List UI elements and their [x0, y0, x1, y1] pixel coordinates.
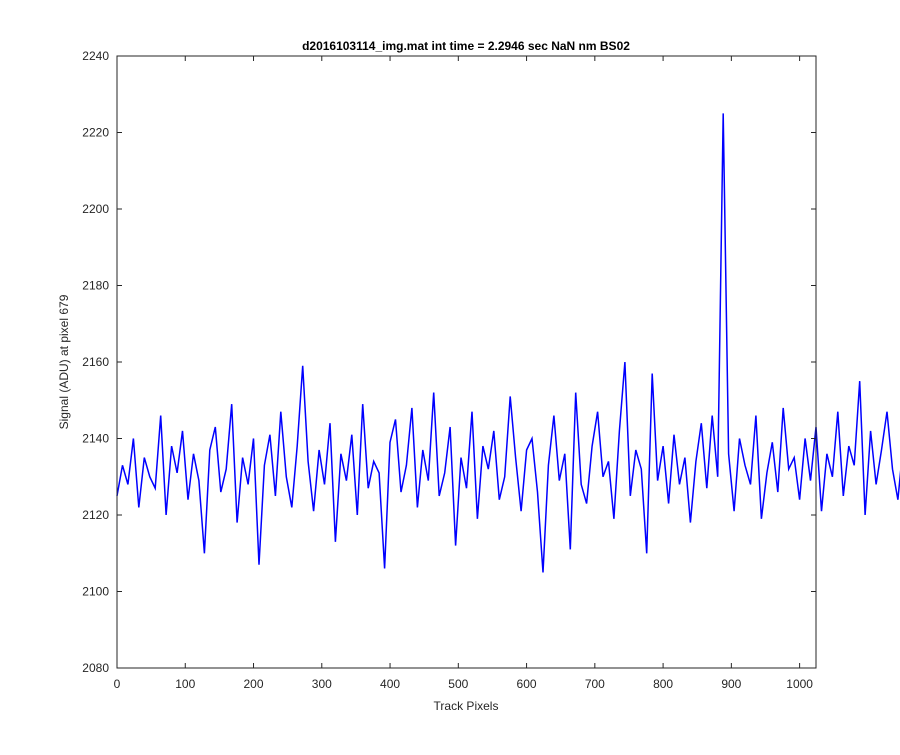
plot-area	[117, 56, 816, 668]
x-tick-label: 400	[380, 677, 400, 691]
y-tick-label: 2120	[82, 508, 109, 522]
x-axis-label: Track Pixels	[434, 699, 499, 713]
y-tick-label: 2200	[82, 202, 109, 216]
y-tick-label: 2140	[82, 432, 109, 446]
chart-title: d2016103114_img.mat int time = 2.2946 se…	[302, 39, 630, 53]
x-tick-label: 300	[312, 677, 332, 691]
y-tick-label: 2180	[82, 279, 109, 293]
y-axis-label: Signal (ADU) at pixel 679	[57, 294, 71, 429]
data-layer	[116, 113, 900, 573]
x-tick-label: 100	[175, 677, 195, 691]
y-tick-label: 2100	[82, 585, 109, 599]
x-tick-label: 800	[653, 677, 673, 691]
x-tick-label: 600	[517, 677, 537, 691]
x-tick-label: 200	[244, 677, 264, 691]
y-tick-label: 2240	[82, 49, 109, 63]
y-tick-label: 2220	[82, 126, 109, 140]
x-axis: 0 100 200 300 400 500 600 700 800 900 1000	[114, 56, 813, 691]
y-tick-label: 2080	[82, 661, 109, 675]
x-tick-label: 700	[585, 677, 605, 691]
y-tick-label: 2160	[82, 355, 109, 369]
x-tick-label: 500	[448, 677, 468, 691]
signal-line	[116, 113, 900, 573]
x-tick-label: 900	[721, 677, 741, 691]
x-tick-label: 0	[114, 677, 121, 691]
x-tick-label: 1000	[786, 677, 813, 691]
y-axis: 2080 2100 2120 2140 2160 2180 2200 2220 2240	[82, 49, 816, 675]
